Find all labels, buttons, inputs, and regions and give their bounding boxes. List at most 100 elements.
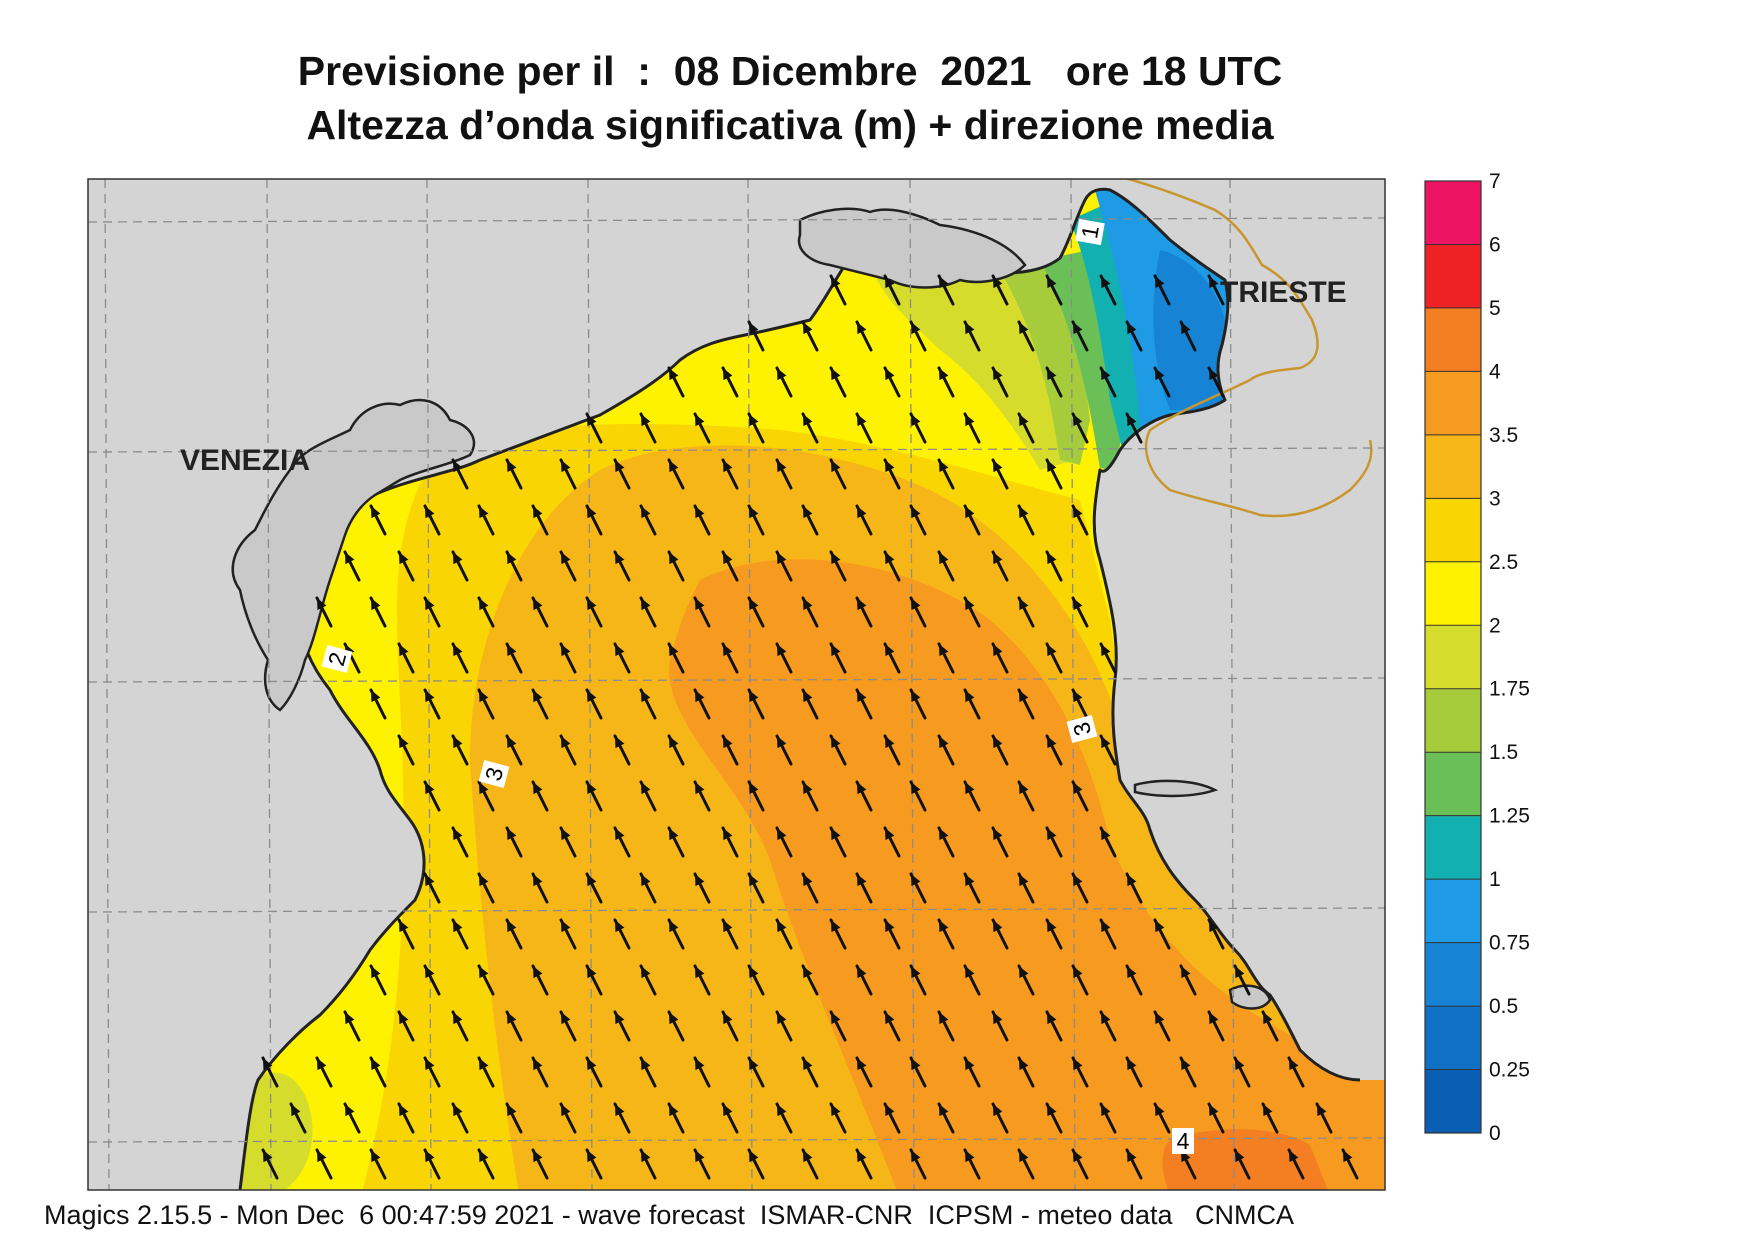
wave-arrow-head xyxy=(723,552,733,565)
contour-label: 1 xyxy=(1075,218,1105,246)
wave-arrow-head xyxy=(615,644,625,657)
wave-arrow-head xyxy=(803,598,813,611)
wave-arrow xyxy=(855,1056,873,1088)
wave-arrow-head xyxy=(965,414,975,427)
wave-arrow xyxy=(963,872,981,904)
wave-arrow xyxy=(639,1056,657,1088)
wave-arrow xyxy=(1099,1102,1117,1134)
wave-arrow-head xyxy=(857,506,867,519)
wave-arrow xyxy=(855,1148,873,1180)
colorbar-tick-label: 6 xyxy=(1489,233,1501,256)
colorbar-tick-label: 0 xyxy=(1489,1122,1501,1145)
wave-arrow-head xyxy=(1047,552,1057,565)
wave-arrow xyxy=(963,964,981,996)
wave-arrow xyxy=(855,320,873,352)
wave-arrow xyxy=(991,550,1009,582)
wave-arrow-head xyxy=(695,506,705,519)
wave-arrow-head xyxy=(1317,1104,1327,1117)
wave-arrow xyxy=(909,320,927,352)
wave-arrow-head xyxy=(1073,966,1083,979)
grid-meridian xyxy=(909,179,915,1190)
wave-arrow-head xyxy=(939,920,949,933)
wave-arrow xyxy=(693,504,711,536)
wave-arrow-head xyxy=(1073,1150,1083,1163)
colorbar-tick-label: 1.5 xyxy=(1489,741,1518,764)
wave-arrow-head xyxy=(1343,1150,1353,1163)
wave-arrow xyxy=(937,734,955,766)
colorbar-swatch xyxy=(1425,244,1481,309)
wave-arrow-head xyxy=(803,782,813,795)
wave-arrow-head xyxy=(939,368,949,381)
wave-arrow xyxy=(937,642,955,674)
wave-arrow xyxy=(559,550,577,582)
wave-arrow xyxy=(855,688,873,720)
wave-arrow xyxy=(1017,780,1035,812)
wave-arrow xyxy=(1045,274,1063,306)
wave-arrow-head xyxy=(749,1150,759,1163)
wave-arrow xyxy=(937,366,955,398)
wave-arrow xyxy=(1045,1010,1063,1042)
wave-arrow-head xyxy=(911,598,921,611)
wave-arrow-head xyxy=(425,690,435,703)
wave-arrow-head xyxy=(695,966,705,979)
wave-arrow-head xyxy=(749,414,759,427)
wave-arrow xyxy=(747,596,765,628)
wave-arrow-head xyxy=(587,782,597,795)
wave-arrow-head xyxy=(1101,276,1111,289)
wave-arrow-head xyxy=(1181,1058,1191,1071)
wave-arrow xyxy=(1207,1102,1225,1134)
wave-arrow-head xyxy=(803,874,813,887)
wave-arrow-head xyxy=(993,1104,1003,1117)
wave-arrow xyxy=(991,1010,1009,1042)
wave-arrow-head xyxy=(317,1150,327,1163)
grid-parallel xyxy=(88,447,1385,453)
wave-arrow-head xyxy=(641,874,651,887)
wave-arrow xyxy=(747,412,765,444)
wave-arrow-head xyxy=(993,552,1003,565)
wave-arrow xyxy=(1099,366,1117,398)
wave-arrow xyxy=(693,964,711,996)
wave-arrow-head xyxy=(1047,460,1057,473)
wave-arrow-head xyxy=(803,966,813,979)
wave-arrow xyxy=(613,550,631,582)
wave-arrow xyxy=(883,1010,901,1042)
wave-arrow xyxy=(829,1102,847,1134)
wave-arrow-head xyxy=(803,1150,813,1163)
wave-arrow-head xyxy=(1019,506,1029,519)
wave-arrow-head xyxy=(453,920,463,933)
wave-arrow-head xyxy=(561,644,571,657)
wave-arrow-head xyxy=(399,920,409,933)
wave-arrow-head xyxy=(965,1150,975,1163)
wave-arrow-head xyxy=(1019,690,1029,703)
wave-arrow xyxy=(451,642,469,674)
wave-arrow-head xyxy=(1019,414,1029,427)
wave-arrow xyxy=(1017,872,1035,904)
wave-arrow-head xyxy=(749,966,759,979)
wave-arrow-head xyxy=(1047,644,1057,657)
wave-arrow xyxy=(585,596,603,628)
wave-arrow-head xyxy=(587,966,597,979)
wave-arrow xyxy=(1153,366,1171,398)
grid-parallel xyxy=(88,677,1385,683)
wave-arrow xyxy=(747,872,765,904)
wave-arrow xyxy=(261,1056,279,1088)
wave-arrow-head xyxy=(993,460,1003,473)
wave-zone-1.75-2-southwest xyxy=(240,1072,313,1190)
wave-arrow xyxy=(883,1102,901,1134)
wave-arrow xyxy=(667,458,685,490)
wave-arrow-head xyxy=(885,1012,895,1025)
wave-arrow xyxy=(909,412,927,444)
colorbar-tick-label: 0.25 xyxy=(1489,1059,1530,1082)
wave-arrow xyxy=(1261,1102,1279,1134)
wave-arrow-head xyxy=(1047,1104,1057,1117)
grid-parallel xyxy=(88,217,1385,223)
wave-arrow-head xyxy=(533,598,543,611)
wave-zone-4-5 xyxy=(1162,1129,1330,1190)
wave-arrow-head xyxy=(993,828,1003,841)
wave-arrow-head xyxy=(857,1058,867,1071)
wave-arrow-head xyxy=(345,552,355,565)
wave-arrow xyxy=(855,964,873,996)
wave-arrow xyxy=(829,550,847,582)
wave-arrow-head xyxy=(371,690,381,703)
wave-arrow xyxy=(883,642,901,674)
